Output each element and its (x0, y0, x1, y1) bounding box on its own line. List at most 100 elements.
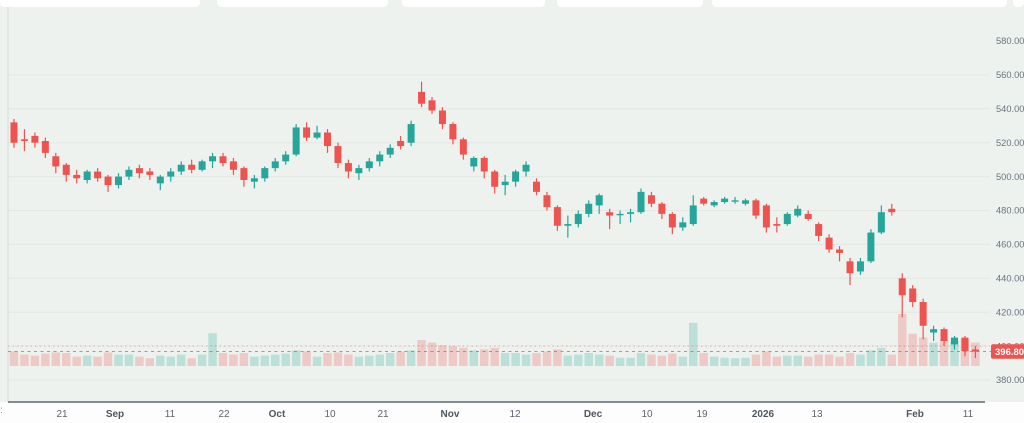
candle-body (783, 213, 791, 225)
candle-body (250, 178, 258, 182)
volume-bar (62, 353, 71, 366)
volume-bar (448, 346, 458, 366)
time-axis[interactable]: 21 Sep 11 22 Oct 10 21 Nov 12 Dec 10 19 2026 13 Feb 11 (56, 409, 973, 420)
candle-body (877, 212, 885, 233)
volume-bar (490, 347, 499, 366)
candle-body (543, 195, 551, 208)
volume-bar (500, 353, 510, 366)
time-tick-label: Nov (441, 409, 460, 420)
time-axis-background[interactable] (0, 402, 1024, 423)
price-tag-box (991, 344, 1024, 359)
volume-bar (156, 355, 165, 366)
time-tick-label: 2026 (752, 409, 775, 420)
candle-body (815, 224, 823, 236)
candle-body (73, 174, 81, 179)
candle-body (930, 329, 938, 333)
volume-bar (877, 347, 886, 366)
price-tick-label: 560.00 (996, 70, 1024, 80)
candlestick-series (10, 81, 979, 358)
volume-bar (72, 356, 81, 366)
time-tick-label: 10 (641, 409, 653, 420)
candle-body (658, 203, 666, 214)
candle-body (491, 171, 499, 187)
volume-bar (20, 354, 29, 366)
volume-bar (291, 350, 301, 366)
time-tick-label: 22 (218, 409, 230, 420)
candle-body (219, 156, 227, 164)
candle-body (888, 208, 896, 213)
candle-body (940, 329, 948, 342)
candle-body (564, 224, 572, 226)
volume-bar (187, 358, 196, 366)
card-edge (402, 0, 545, 7)
volume-bar (333, 352, 343, 366)
volume-bar (93, 356, 102, 366)
volume-bar (375, 354, 384, 366)
candle-body (856, 261, 864, 272)
volume-bar (51, 352, 61, 366)
candle-body (41, 141, 49, 153)
candle-body (794, 208, 802, 216)
candle-body (637, 191, 645, 213)
price-tick-label: 380.00 (996, 375, 1024, 385)
candle-body (167, 171, 175, 177)
price-tick-label: 440.00 (996, 274, 1024, 284)
time-tick-label: 10 (324, 409, 336, 420)
time-tick-label: 13 (811, 409, 823, 420)
candle-body (804, 213, 812, 219)
candle-body (595, 195, 603, 206)
candle-body (585, 203, 593, 214)
volume-bar (438, 345, 447, 366)
candle-body (438, 110, 446, 125)
candle-body (689, 205, 697, 225)
candle-body (20, 139, 28, 142)
volume-bar (103, 352, 113, 366)
candle-body (773, 224, 781, 226)
volume-bar (30, 355, 40, 366)
candle-body (52, 156, 60, 167)
volume-bar (594, 354, 604, 366)
volume-bar (709, 356, 719, 366)
candle-body (574, 213, 582, 225)
candle-body (710, 202, 718, 206)
candle-body (324, 132, 331, 147)
volume-bar (124, 354, 134, 366)
candle-body (355, 168, 363, 174)
candle-body (836, 249, 844, 253)
volume-bar (354, 356, 364, 366)
volume-bar (866, 350, 876, 366)
volume-bar (208, 333, 217, 366)
volume-bar (218, 353, 228, 366)
volume-bar (751, 354, 761, 366)
candle-body (198, 161, 206, 170)
volume-bar (239, 353, 249, 366)
volume-bar (82, 355, 92, 366)
candle-body (104, 176, 112, 186)
volume-bar (803, 356, 813, 366)
volume-bar (668, 353, 677, 366)
candle-body (919, 302, 927, 326)
price-axis[interactable]: 580.00 560.00 540.00 520.00 500.00 480.00 460.… (996, 36, 1024, 385)
volume-bar (720, 357, 729, 366)
candle-body (407, 124, 415, 143)
candle-body (679, 222, 687, 228)
candle-body (512, 171, 520, 182)
volume-bar (647, 354, 656, 366)
volume-bar (250, 356, 259, 366)
candle-body (742, 200, 749, 204)
volume-bar (939, 340, 949, 366)
time-tick-label: 11 (165, 409, 176, 420)
volume-bar (605, 355, 614, 366)
volume-bar (271, 354, 280, 366)
time-tick-label: Sep (106, 409, 124, 420)
time-tick-label: Feb (906, 409, 924, 420)
candle-body (344, 163, 352, 172)
card-edge (0, 0, 200, 7)
candle-body (303, 127, 311, 138)
volume-bar (41, 353, 50, 366)
price-tick-label: 580.00 (996, 36, 1024, 46)
price-tick-label: 480.00 (996, 206, 1024, 216)
volume-bar (741, 357, 750, 366)
candle-body (135, 168, 143, 174)
